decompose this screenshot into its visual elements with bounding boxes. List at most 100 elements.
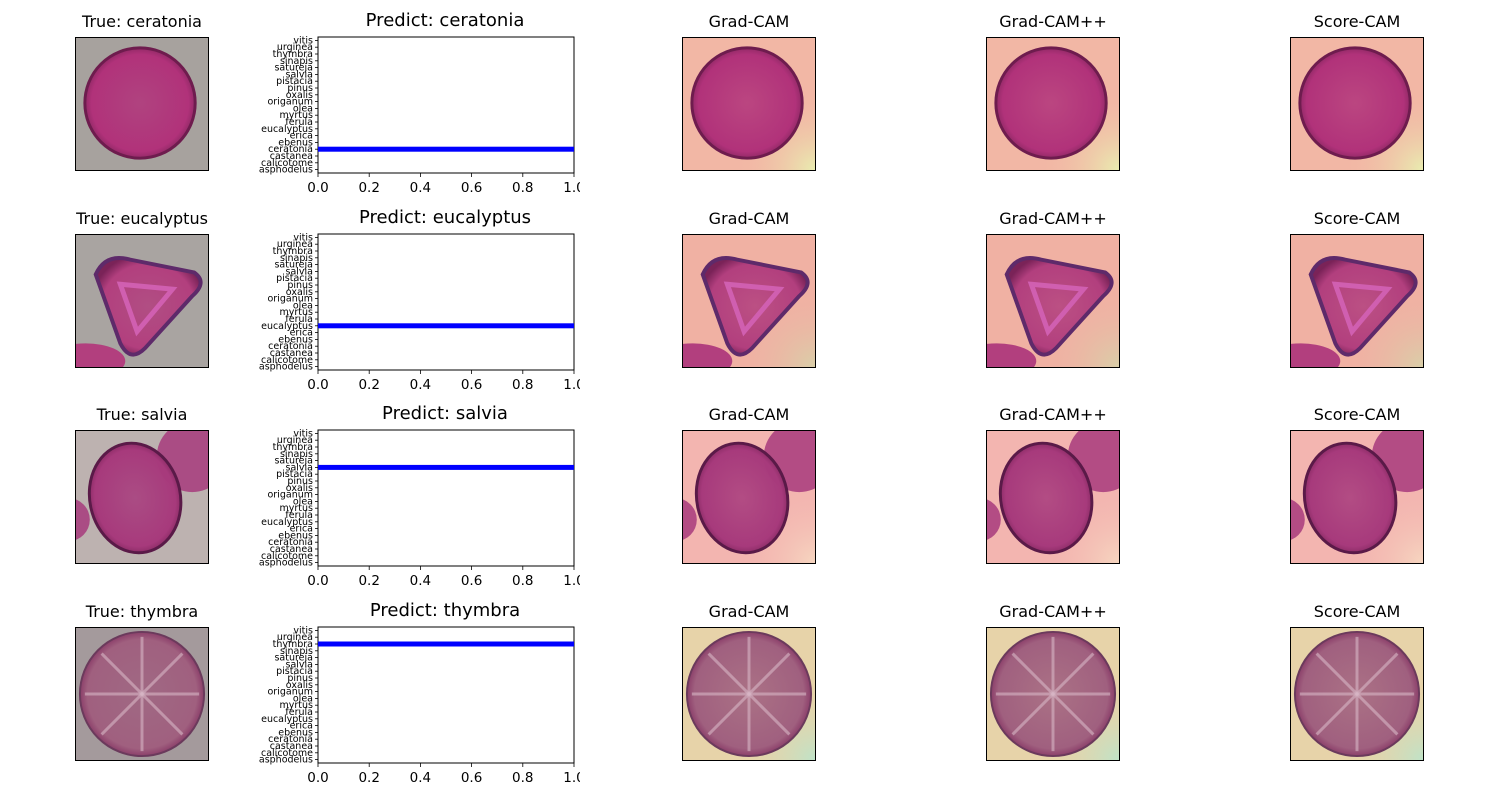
cam-image-score-cam-image (1291, 628, 1423, 760)
pollen-grain (83, 46, 197, 160)
original-image (75, 430, 209, 564)
y-tick-label: vitis (293, 429, 313, 439)
y-tick-label: sinapis (280, 646, 313, 657)
y-tick-label: ceratonia (268, 341, 313, 352)
pollen-ray (1315, 652, 1359, 696)
y-tick-label: oxalis (286, 287, 313, 298)
cam-title: Grad-CAM++ (999, 12, 1107, 31)
cam-image-score-cam (1290, 234, 1424, 368)
y-tick-label: pistacia (276, 76, 313, 87)
cam-image-score-cam (1290, 37, 1424, 171)
y-tick-label: oxalis (286, 483, 313, 494)
y-tick-label: thymbra (273, 639, 313, 650)
pollen-inner-ring (116, 281, 178, 337)
pollen-ray (100, 652, 144, 696)
cam-image-grad-cam (682, 234, 816, 368)
y-tick-label: eucalyptus (261, 124, 313, 135)
y-tick-label: myrtus (280, 307, 314, 318)
prediction-bar-chart: asphodelus calicotome castanea ceratonia ebe… (245, 626, 580, 806)
y-tick-label: castanea (270, 741, 313, 752)
pollen-ray (1011, 652, 1055, 696)
y-tick-label: pistacia (276, 273, 313, 284)
y-tick-label: oxalis (286, 680, 313, 691)
pollen-ray (707, 692, 751, 736)
cam-title: Score-CAM (1313, 602, 1401, 621)
y-tick-label: satureja (274, 260, 313, 271)
bar-chart-svg: asphodeluscalicotomecastaneaceratoniaebe… (259, 36, 580, 196)
y-tick-label: ceratonia (268, 537, 313, 548)
y-tick-label: asphodelus (259, 755, 313, 766)
cam-image-grad-camplusplus (986, 37, 1120, 171)
y-tick-label: sinapis (280, 449, 313, 460)
y-tick-label: erica (290, 328, 313, 339)
x-tick-label: 0.2 (358, 180, 379, 196)
cam-image-score-cam (1290, 430, 1424, 564)
cam-image-grad-cam-image (683, 628, 815, 760)
original-image (75, 627, 209, 761)
bar-salvia (318, 464, 574, 470)
pollen-ray (1011, 692, 1055, 736)
x-tick-label: 0.0 (307, 377, 328, 393)
neighbor-grain (683, 499, 697, 540)
pollen-ray (1051, 692, 1095, 736)
y-tick-label: erica (290, 131, 313, 142)
pollen-inner-ring (1027, 281, 1089, 337)
x-tick-label: 0.8 (512, 573, 533, 589)
y-tick-label: asphodelus (259, 165, 313, 176)
y-tick-label: sinapis (280, 253, 313, 264)
x-tick-label: 0.6 (461, 377, 482, 393)
plot-frame (317, 233, 575, 371)
x-tick-label: 0.6 (461, 180, 482, 196)
cam-image-grad-cam-image (683, 431, 815, 563)
y-tick-label: pistacia (276, 469, 313, 480)
cam-title: Grad-CAM++ (999, 405, 1107, 424)
pollen-ray (747, 692, 791, 736)
pollen-ray (1355, 652, 1399, 696)
prediction-title: Predict: salvia (382, 403, 508, 424)
y-tick-label: thymbra (273, 246, 313, 257)
pollen-grain (87, 441, 183, 555)
y-tick-label: erica (290, 524, 313, 535)
y-tick-label: pistacia (276, 666, 313, 677)
pollen-ray (747, 652, 791, 696)
pollen-grain (1302, 441, 1398, 555)
x-tick-label: 0.8 (512, 770, 533, 786)
x-tick-label: 0.4 (410, 770, 431, 786)
y-tick-label: calicotome (261, 355, 313, 366)
y-tick-label: castanea (270, 151, 313, 162)
bar-chart-svg: asphodeluscalicotomecastaneaceratoniaebe… (259, 626, 580, 786)
x-tick-label: 0.2 (358, 377, 379, 393)
cam-image-score-cam-image (1291, 431, 1423, 563)
cam-title: Grad-CAM (708, 209, 790, 228)
y-tick-label: eucalyptus (261, 517, 313, 528)
x-tick-label: 0.4 (410, 573, 431, 589)
x-tick-label: 0.0 (307, 573, 328, 589)
true-label-title: True: eucalyptus (76, 209, 208, 228)
neighbor-grain (683, 343, 733, 367)
bar-eucalyptus (318, 323, 574, 329)
y-tick-label: salvia (286, 659, 314, 670)
neighbor-grain (987, 343, 1037, 367)
cam-title: Grad-CAM (708, 602, 790, 621)
plot-frame (317, 36, 575, 174)
y-tick-label: urginea (277, 632, 313, 643)
y-tick-label: calicotome (261, 158, 313, 169)
cam-image-grad-camplusplus (986, 627, 1120, 761)
y-tick-label: urginea (277, 435, 313, 446)
true-label-title: True: salvia (96, 405, 188, 424)
prediction-title: Predict: thymbra (369, 600, 521, 621)
y-tick-label: ebenus (278, 334, 313, 345)
prediction-bar-chart: asphodelus calicotome castanea ceratonia ebe… (245, 36, 580, 216)
x-tick-label: 0.2 (358, 770, 379, 786)
x-tick-label: 0.4 (410, 377, 431, 393)
cam-image-score-cam-image (1291, 235, 1423, 367)
cam-image-score-cam-image (1291, 38, 1423, 170)
y-tick-label: ferula (285, 117, 313, 128)
y-tick-label: olea (293, 103, 313, 114)
original-image-image (76, 628, 208, 760)
y-tick-label: thymbra (273, 442, 313, 453)
y-tick-label: ferula (285, 707, 313, 718)
neighbor-grain (987, 499, 1001, 540)
y-tick-label: olea (293, 693, 313, 704)
cam-image-grad-cam-image (683, 38, 815, 170)
